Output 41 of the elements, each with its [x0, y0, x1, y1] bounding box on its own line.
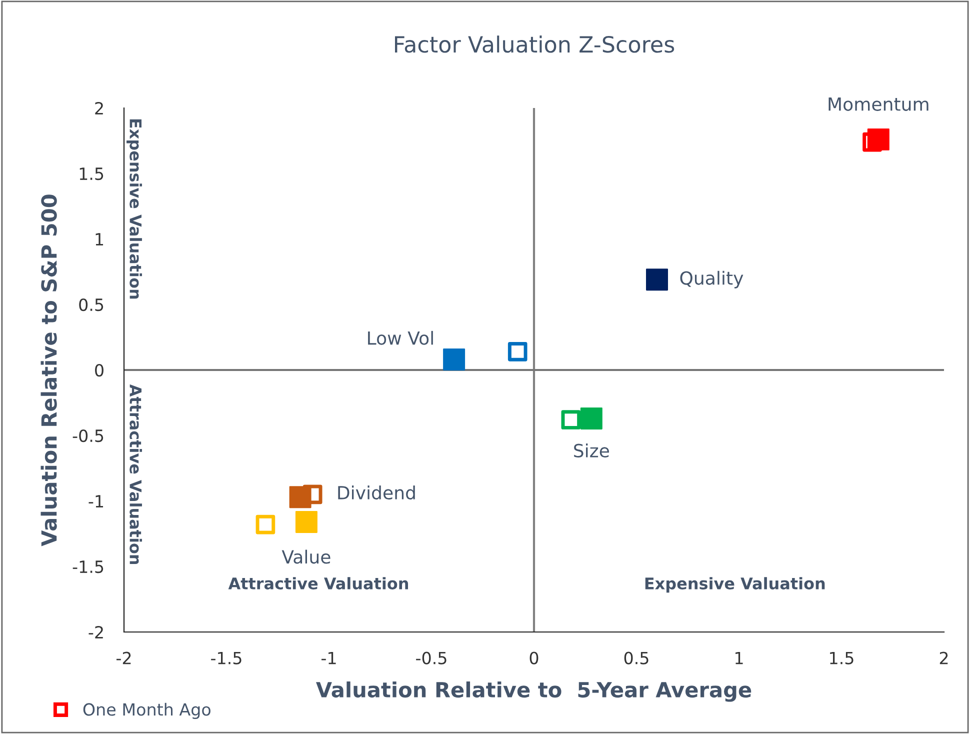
x-axis-title: Valuation Relative to 5-Year Average [316, 681, 752, 702]
y-tick-label: 0 [95, 364, 104, 377]
annotation: Value [282, 550, 330, 564]
x-tick-label: -1 [322, 652, 336, 664]
x-tick-label: -2 [116, 652, 131, 664]
annotation: Attractive Valuation [130, 384, 142, 564]
point [646, 268, 668, 291]
y-tick-label: -1 [88, 495, 104, 508]
y-tick-label: 2 [95, 102, 103, 114]
x-tick-label: 1.5 [830, 652, 854, 664]
y-tick-label: -1.5 [72, 560, 104, 574]
point [256, 514, 276, 534]
annotation: Expensive Valuation [645, 577, 825, 593]
x-tick-label: 0.5 [624, 652, 648, 664]
y-tick-label: 0.5 [79, 298, 104, 312]
point [443, 348, 466, 371]
point [508, 342, 528, 362]
annotation: Expensive Valuation [126, 119, 142, 299]
chart-title: Factor Valuation Z-Scores [395, 36, 674, 53]
point [295, 510, 318, 533]
annotation: Low Vol [368, 330, 433, 345]
annotation: Size [574, 443, 609, 458]
point [289, 486, 312, 508]
annotation: Momentum [828, 98, 928, 111]
y-tick-label: 1 [96, 233, 104, 246]
point [580, 407, 602, 430]
x-tick-label: -0.5 [416, 652, 446, 664]
annotation: Attractive Valuation [228, 577, 408, 590]
x-tick-label: 2 [940, 652, 948, 664]
x-tick-label: -1.5 [211, 652, 242, 664]
y-tick-label: -2 [88, 626, 103, 638]
y-axis-title: Valuation Relative to S&P 500 [40, 194, 57, 546]
y-tick-label: -0.5 [72, 429, 104, 442]
point [867, 128, 890, 150]
x-tick-label: 0 [530, 652, 538, 664]
point [561, 410, 581, 430]
x-tick-label: 1 [736, 652, 743, 664]
annotation: Quality [680, 270, 744, 288]
annotation: Dividend [338, 486, 415, 500]
legend-label: One Month Ago [83, 702, 210, 719]
y-tick-label: 1.5 [80, 168, 104, 180]
